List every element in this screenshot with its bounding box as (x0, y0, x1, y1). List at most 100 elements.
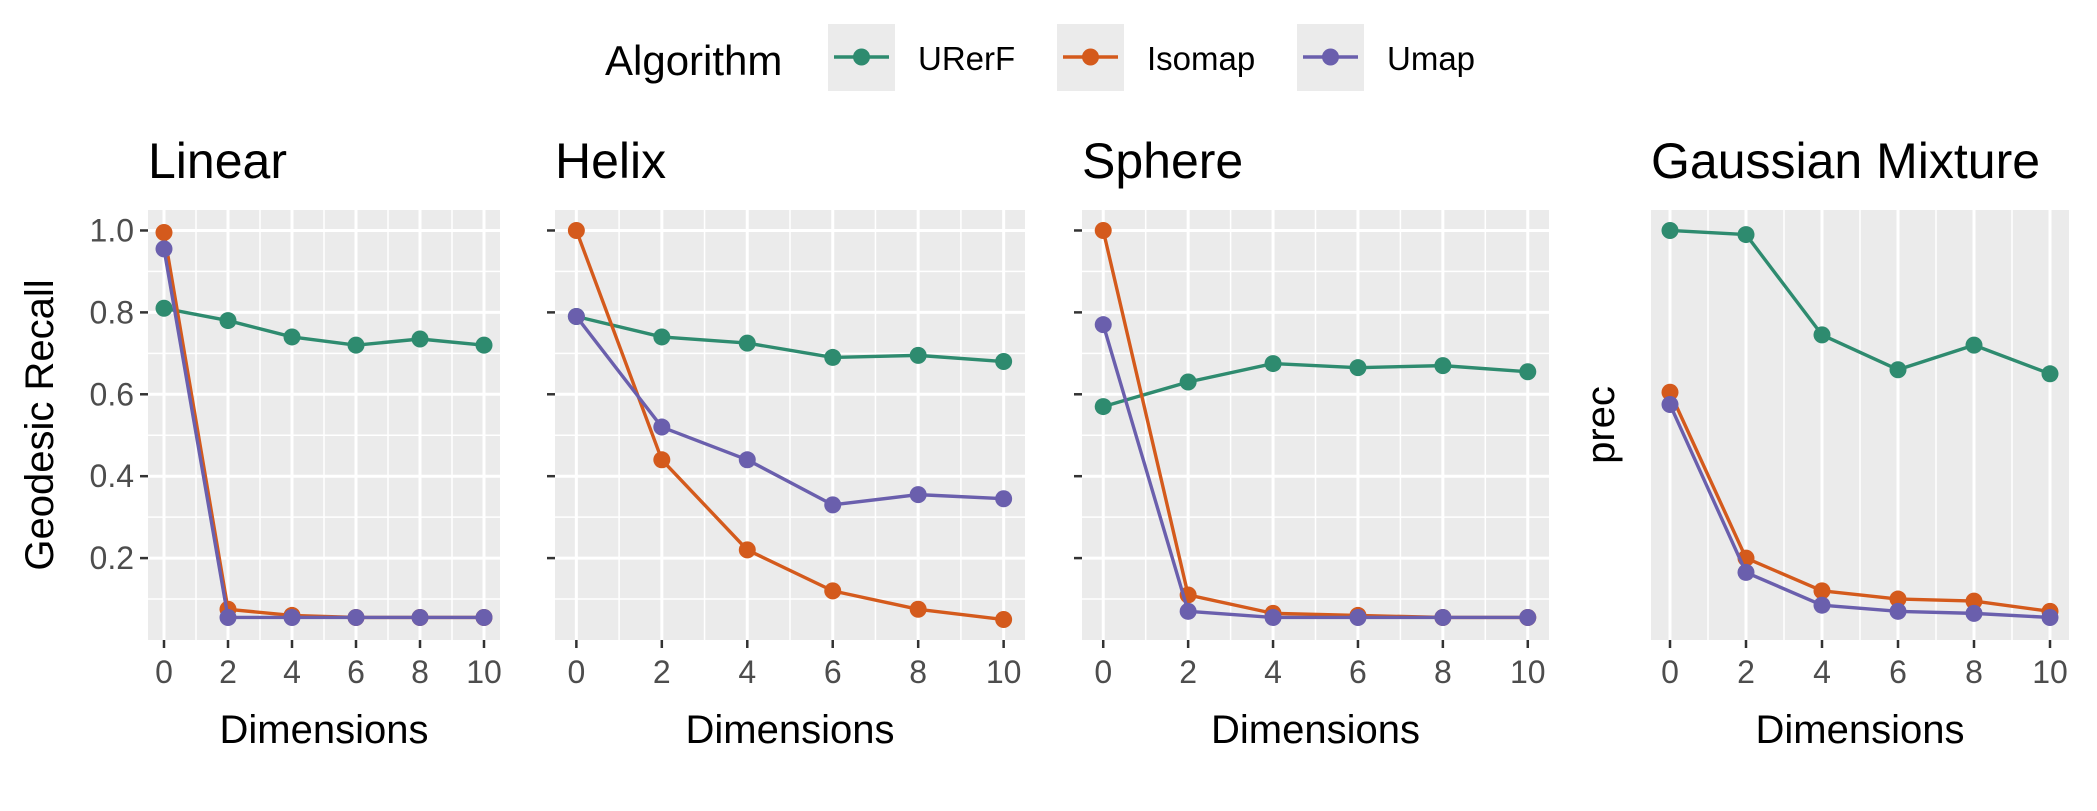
panel-title: Sphere (1082, 133, 1243, 189)
legend-key-point (853, 48, 870, 66)
x-tick-label: 2 (1179, 654, 1197, 690)
series-urerf (155, 299, 493, 354)
x-tick-label: 10 (2032, 654, 2068, 690)
data-point-umap (411, 608, 429, 626)
legend-label-urerf: URerF (918, 40, 1015, 77)
y-tick-label: 1.0 (90, 212, 134, 248)
series-line-isomap (1668, 391, 2051, 614)
series-line-umap (1668, 403, 2051, 620)
y-tick-label: 0.8 (90, 294, 134, 330)
x-tick-label: 4 (1264, 654, 1282, 690)
data-point-umap (2041, 608, 2059, 626)
x-tick-label: 2 (1737, 654, 1755, 690)
x-axis-title: Dimensions (1756, 708, 1965, 752)
x-tick-label: 2 (219, 654, 237, 690)
data-point-umap (909, 486, 927, 504)
data-point-umap (1094, 316, 1112, 334)
data-point-umap (347, 608, 365, 626)
data-point-isomap (824, 582, 842, 600)
data-point-urerf (347, 336, 365, 354)
legend-label-isomap: Isomap (1147, 40, 1255, 77)
x-tick-label: 0 (155, 654, 173, 690)
data-point-isomap (155, 224, 173, 242)
data-point-urerf (2041, 365, 2059, 383)
series-line-umap (1101, 324, 1528, 620)
data-point-urerf (475, 336, 493, 354)
x-tick-label: 8 (411, 654, 429, 690)
series-line-urerf (1102, 361, 1528, 409)
panel-gaussian-mixture: 0 2 4 6 8 10 Gaussian Mixture Dimensions prec (1579, 133, 2069, 752)
data-point-isomap (1813, 582, 1831, 600)
data-point-umap (1349, 608, 1367, 626)
data-point-urerf (1179, 373, 1197, 391)
data-point-umap (738, 451, 756, 469)
series-line-umap (162, 248, 484, 620)
x-tick-label: 8 (1965, 654, 1983, 690)
x-tick-label: 4 (738, 654, 756, 690)
data-point-umap (1264, 608, 1282, 626)
legend-label-umap: Umap (1387, 40, 1475, 77)
data-point-umap (155, 240, 173, 258)
series-line-urerf (575, 314, 1004, 364)
data-point-umap (283, 608, 301, 626)
panels: 0 2 4 6 8 10 0.2 0.4 0.6 0.8 1.0 Linear Dimensions Ge… (18, 133, 2069, 752)
panel-title: Helix (555, 133, 666, 189)
series-umap (1661, 396, 2059, 626)
data-point-urerf (1813, 326, 1831, 344)
x-tick-label: 4 (1813, 654, 1831, 690)
series-umap (1094, 316, 1537, 626)
series-line-isomap (574, 229, 1004, 622)
x-tick-label: 0 (567, 654, 585, 690)
data-point-urerf (283, 328, 301, 346)
data-point-urerf (1661, 221, 1679, 239)
x-axis-title: Dimensions (220, 708, 429, 752)
x-tick-label: 0 (1661, 654, 1679, 690)
data-point-urerf (738, 334, 756, 352)
data-point-isomap (995, 611, 1013, 629)
series-isomap (567, 221, 1013, 629)
series-umap (567, 307, 1013, 514)
data-point-umap (1434, 608, 1452, 626)
data-point-umap (1889, 602, 1907, 620)
data-point-isomap (1889, 590, 1907, 608)
data-point-isomap (653, 451, 671, 469)
data-point-urerf (155, 299, 173, 317)
data-point-umap (1737, 563, 1755, 581)
panel-title: Gaussian Mixture (1651, 133, 2040, 189)
series-urerf (567, 307, 1013, 371)
data-point-umap (1519, 608, 1537, 626)
panel-linear: 0 2 4 6 8 10 0.2 0.4 0.6 0.8 1.0 Linear Dimensions Ge… (18, 133, 502, 752)
data-point-umap (824, 496, 842, 514)
x-tick-label: 6 (1349, 654, 1367, 690)
data-point-urerf (824, 348, 842, 366)
y-tick-label: 0.2 (90, 540, 134, 576)
legend-item-umap: Umap (1297, 24, 1475, 91)
legend-key-point (1322, 48, 1339, 66)
x-axis-title: Dimensions (1211, 708, 1420, 752)
data-point-isomap (738, 541, 756, 559)
data-point-urerf (1519, 363, 1537, 381)
data-point-isomap (1661, 383, 1679, 401)
data-point-umap (219, 608, 237, 626)
data-point-umap (1813, 596, 1831, 614)
data-point-urerf (995, 353, 1013, 371)
x-tick-label: 8 (909, 654, 927, 690)
data-point-urerf (1965, 336, 1983, 354)
x-tick-label: 4 (283, 654, 301, 690)
x-tick-label: 6 (824, 654, 842, 690)
data-point-isomap (909, 600, 927, 618)
panel-sphere: 0 2 4 6 8 10 Sphere Dimensions (1074, 133, 1549, 752)
series-umap (155, 240, 493, 626)
panel-title: Linear (148, 133, 287, 189)
x-tick-label: 6 (347, 654, 365, 690)
legend-key-point (1082, 48, 1099, 66)
y-axis-title: prec (1579, 386, 1623, 464)
legend: Algorithm URerF Isomap Umap (605, 24, 1475, 91)
panel-helix: 0 2 4 6 8 10 Helix Dimensions (547, 133, 1025, 752)
series-line-urerf (163, 306, 485, 347)
data-point-umap (1179, 602, 1197, 620)
data-point-umap (995, 490, 1013, 508)
data-point-umap (567, 307, 585, 325)
data-point-isomap (567, 221, 585, 239)
data-point-urerf (1264, 355, 1282, 373)
